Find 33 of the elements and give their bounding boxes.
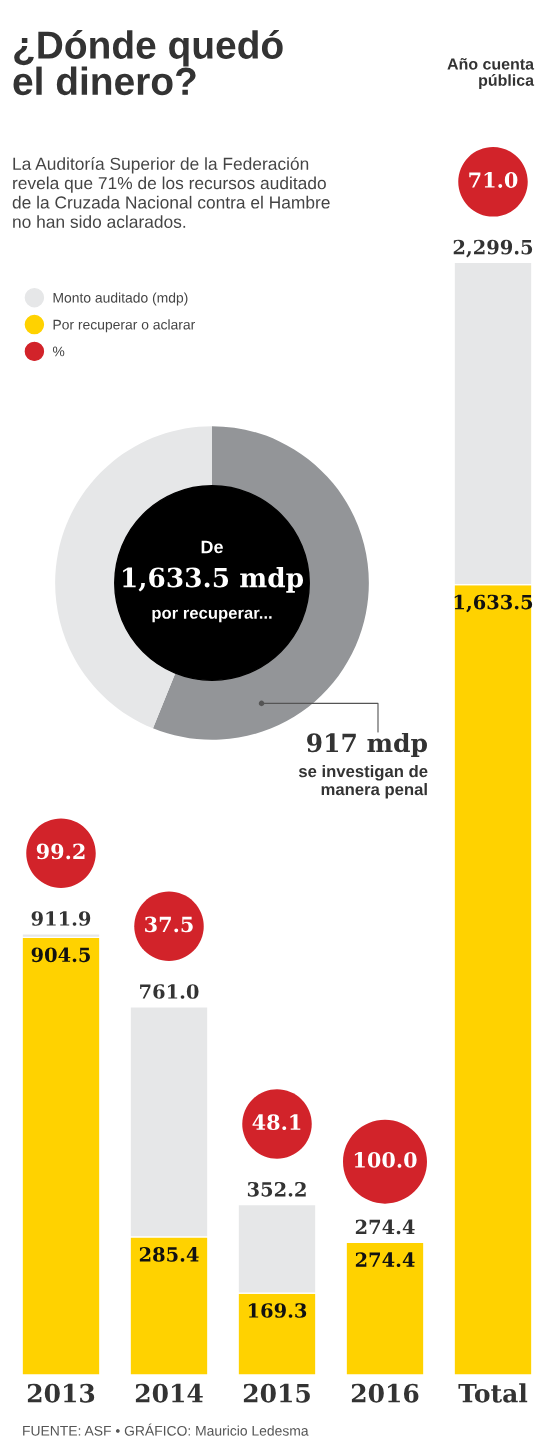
x-tick-label: 2015 — [243, 1383, 310, 1403]
total-label: 2,299.5 — [453, 239, 533, 258]
annotation: por recuperar... — [152, 609, 272, 623]
data-label: 917 mdp — [307, 732, 427, 758]
chart-subtitle: La Auditoría Superior de la Federación revela que 71% de los recursos auditado de la Cruzada Nacional contra el Hambre no han sido aclarados. — [12, 157, 330, 228]
annotation: De — [201, 540, 223, 554]
data-label: 274.4 — [355, 1252, 415, 1268]
data-label: 904.5 — [31, 947, 90, 963]
annotation: 100.0 — [354, 1151, 417, 1168]
annotation: 37.5 — [145, 916, 193, 933]
slice-label: se investigan de manera penal — [298, 765, 428, 799]
source-note: FUENTE: ASF • GRÁFICO: Mauricio Ledesma — [23, 1423, 309, 1436]
text: Año cuenta pública — [447, 58, 535, 90]
legend-label: Por recuperar o aclarar — [53, 319, 196, 333]
legend-label: % — [52, 346, 65, 357]
annotation: 99.2 — [36, 843, 85, 860]
x-tick-label: Total — [458, 1383, 528, 1403]
total-label: 352.2 — [247, 1181, 306, 1197]
annotation: 1,633.5 mdp — [123, 567, 304, 593]
x-tick-label: 2013 — [27, 1383, 95, 1403]
x-tick-label: 2016 — [351, 1383, 419, 1403]
bar — [21, 936, 101, 1375]
total-label: 911.9 — [31, 911, 91, 926]
data-label: 169.3 — [248, 1303, 307, 1318]
data-label: 285.4 — [139, 1246, 199, 1262]
chart-title: ¿Dónde quedó el dinero? — [13, 30, 283, 96]
total-label: 274.4 — [355, 1219, 415, 1235]
legend-label: Monto auditado (mdp) — [53, 292, 188, 306]
annotation: 48.1 — [252, 1114, 301, 1131]
bar — [345, 1241, 425, 1375]
text: 71.0 — [469, 172, 518, 188]
total-label: 761.0 — [140, 984, 199, 999]
x-tick-label: 2014 — [135, 1383, 203, 1403]
